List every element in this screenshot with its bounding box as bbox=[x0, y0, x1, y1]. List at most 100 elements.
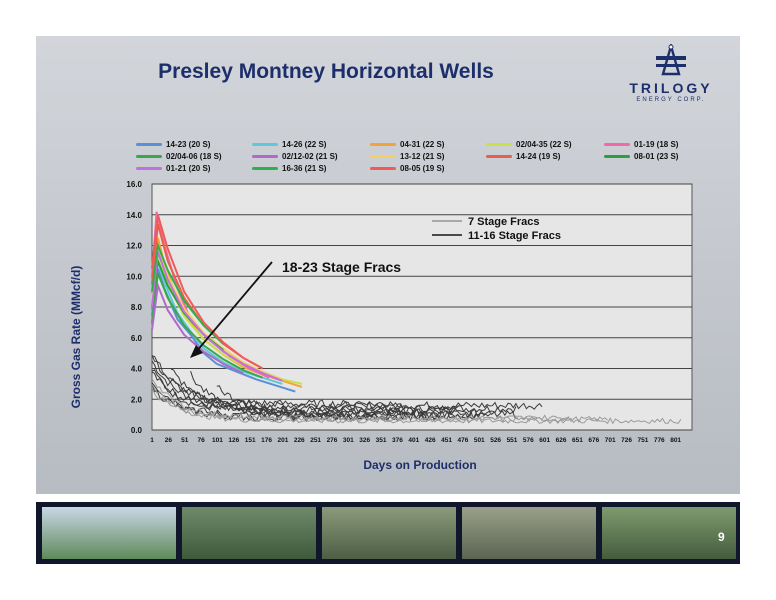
y-tick-label: 16.0 bbox=[126, 180, 142, 189]
x-tick-label: 601 bbox=[539, 437, 550, 444]
legend-label: 02/04-35 (22 S) bbox=[516, 140, 572, 149]
y-tick-label: 14.0 bbox=[126, 211, 142, 220]
line-11-16-stage bbox=[151, 354, 407, 409]
series-line bbox=[151, 281, 244, 375]
x-tick-label: 1 bbox=[150, 437, 154, 444]
legend-swatch bbox=[486, 155, 512, 158]
series-line bbox=[151, 214, 264, 370]
x-axis-title: Days on Production bbox=[363, 458, 477, 472]
x-tick-label: 26 bbox=[165, 437, 173, 444]
legend-swatch bbox=[136, 143, 162, 146]
x-tick-label: 276 bbox=[327, 437, 338, 444]
x-tick-label: 676 bbox=[588, 437, 599, 444]
annotation-label: 18-23 Stage Fracs bbox=[282, 259, 401, 275]
photo-pumpjack-rig bbox=[42, 507, 176, 559]
series-line bbox=[151, 241, 224, 345]
photo-wellsite-forest bbox=[182, 507, 316, 559]
inline-legend-label: 7 Stage Fracs bbox=[468, 216, 540, 228]
legend-label: 02/12-02 (21 S) bbox=[282, 152, 338, 161]
line-7-stage bbox=[151, 383, 682, 425]
inline-legend-label: 11-16 Stage Fracs bbox=[468, 230, 561, 242]
gas-rate-chart: 0.02.04.06.08.010.012.014.016.01 26 51 76 10… bbox=[126, 180, 693, 444]
series-line bbox=[151, 272, 263, 379]
x-tick-label: 76 bbox=[197, 437, 205, 444]
photo-lease-aerial bbox=[322, 507, 456, 559]
legend-label: 08-05 (19 S) bbox=[400, 164, 445, 173]
logo-name: TRILOGY bbox=[629, 80, 713, 96]
y-tick-label: 10.0 bbox=[126, 272, 142, 281]
line-11-16-stage bbox=[190, 370, 518, 420]
legend-swatch bbox=[252, 155, 278, 158]
x-tick-label: 776 bbox=[654, 437, 665, 444]
x-tick-label: 701 bbox=[605, 437, 616, 444]
x-tick-label: 526 bbox=[490, 437, 501, 444]
legend-item: 02/04-35 (22 S) bbox=[486, 140, 572, 149]
legend-label: 13-12 (21 S) bbox=[400, 152, 445, 161]
photo-strip bbox=[36, 502, 740, 564]
x-tick-label: 126 bbox=[228, 437, 239, 444]
legend-swatch bbox=[136, 155, 162, 158]
x-tick-label: 401 bbox=[408, 437, 419, 444]
y-tick-label: 2.0 bbox=[131, 395, 143, 404]
x-tick-label: 151 bbox=[245, 437, 256, 444]
x-tick-label: 201 bbox=[277, 437, 288, 444]
legend-label: 01-21 (20 S) bbox=[166, 164, 211, 173]
legend-item: 02/12-02 (21 S) bbox=[252, 152, 338, 161]
x-tick-label: 301 bbox=[343, 437, 354, 444]
x-tick-label: 576 bbox=[523, 437, 534, 444]
legend-label: 02/04-06 (18 S) bbox=[166, 152, 222, 161]
x-tick-label: 451 bbox=[441, 437, 452, 444]
legend-item: 01-19 (18 S) bbox=[604, 140, 678, 149]
photo-pad-aerial bbox=[602, 507, 736, 559]
x-tick-label: 751 bbox=[637, 437, 648, 444]
logo-subtitle: ENERGY CORP. bbox=[636, 97, 706, 103]
x-tick-label: 501 bbox=[474, 437, 485, 444]
legend-item: 14-24 (19 S) bbox=[486, 152, 560, 161]
legend-swatch bbox=[370, 167, 396, 170]
legend-label: 14-26 (22 S) bbox=[282, 140, 327, 149]
line-11-16-stage bbox=[216, 385, 479, 422]
legend-label: 04-31 (22 S) bbox=[400, 140, 445, 149]
legend-label: 01-19 (18 S) bbox=[634, 140, 679, 149]
x-tick-label: 426 bbox=[425, 437, 436, 444]
legend-swatch bbox=[370, 143, 396, 146]
x-tick-label: 726 bbox=[621, 437, 632, 444]
line-7-stage bbox=[151, 378, 569, 422]
legend-swatch bbox=[136, 167, 162, 170]
legend-swatch bbox=[252, 167, 278, 170]
legend-swatch bbox=[370, 155, 396, 158]
x-tick-label: 651 bbox=[572, 437, 583, 444]
x-tick-label: 351 bbox=[376, 437, 387, 444]
legend-label: 16-36 (21 S) bbox=[282, 164, 327, 173]
page-number: 9 bbox=[718, 530, 725, 544]
legend-item: 08-01 (23 S) bbox=[604, 152, 678, 161]
company-logo: TRILOGY ENERGY CORP. bbox=[616, 41, 726, 110]
x-tick-label: 251 bbox=[310, 437, 321, 444]
legend-item: 08-05 (19 S) bbox=[370, 164, 444, 173]
legend-swatch bbox=[604, 143, 630, 146]
legend-label: 14-24 (19 S) bbox=[516, 152, 561, 161]
x-tick-label: 801 bbox=[670, 437, 681, 444]
x-tick-label: 376 bbox=[392, 437, 403, 444]
x-tick-label: 476 bbox=[457, 437, 468, 444]
y-tick-label: 0.0 bbox=[131, 426, 143, 435]
x-tick-label: 551 bbox=[507, 437, 518, 444]
y-tick-label: 4.0 bbox=[131, 365, 143, 374]
line-11-16-stage bbox=[151, 355, 543, 411]
logo-derrick-icon bbox=[656, 41, 686, 76]
x-tick-label: 226 bbox=[294, 437, 305, 444]
legend-item: 14-23 (20 S) bbox=[136, 140, 210, 149]
line-11-16-stage bbox=[151, 369, 459, 415]
legend-item: 13-12 (21 S) bbox=[370, 152, 444, 161]
slide-title: Presley Montney Horizontal Wells bbox=[158, 60, 494, 83]
series-line bbox=[151, 251, 283, 382]
annotation-arrow bbox=[195, 261, 273, 353]
y-tick-label: 8.0 bbox=[131, 303, 143, 312]
y-tick-label: 12.0 bbox=[126, 242, 142, 251]
legend-swatch bbox=[604, 155, 630, 158]
y-tick-label: 6.0 bbox=[131, 334, 143, 343]
legend-item: 01-21 (20 S) bbox=[136, 164, 210, 173]
legend-swatch bbox=[252, 143, 278, 146]
x-tick-label: 176 bbox=[261, 437, 272, 444]
photo-plant-aerial bbox=[462, 507, 596, 559]
